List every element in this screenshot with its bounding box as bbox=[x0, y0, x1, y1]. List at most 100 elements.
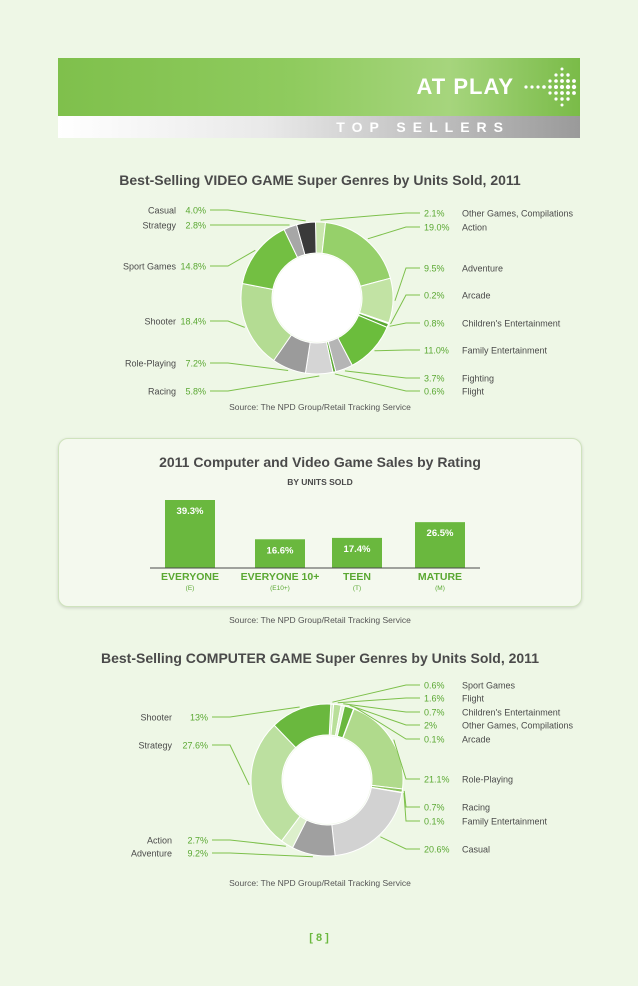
slice-label: Casual bbox=[462, 845, 490, 855]
header-banner: AT PLAY bbox=[58, 58, 580, 116]
slice-label: Other Games, Compilations bbox=[462, 721, 574, 731]
slice-label: Shooter bbox=[140, 713, 172, 723]
leader-line bbox=[210, 320, 245, 328]
slice-label: Strategy bbox=[142, 221, 176, 231]
bar-mature bbox=[415, 522, 465, 568]
pie-slice-casual bbox=[295, 221, 317, 256]
slice-label: Shooter bbox=[144, 317, 176, 327]
slice-value: 0.2% bbox=[424, 291, 445, 301]
slice-label: Racing bbox=[148, 387, 176, 397]
slice-value: 9.5% bbox=[424, 264, 445, 274]
leader-line bbox=[212, 852, 313, 858]
slice-label: Fighting bbox=[462, 374, 494, 384]
slice-value: 2.7% bbox=[187, 836, 208, 846]
leader-line bbox=[344, 370, 420, 379]
slice-value: 0.1% bbox=[424, 817, 445, 827]
slice-value: 18.4% bbox=[180, 317, 206, 327]
slice-label: Arcade bbox=[462, 735, 491, 745]
slice-value: 2.8% bbox=[185, 221, 206, 231]
leader-line bbox=[210, 362, 289, 371]
donut-hole bbox=[273, 254, 361, 342]
slice-label: Family Entertainment bbox=[462, 346, 548, 356]
slice-label: Sport Games bbox=[462, 681, 516, 691]
bar-everyone-10 bbox=[255, 539, 305, 568]
header-title: AT PLAY bbox=[416, 74, 514, 99]
bar-everyone bbox=[165, 500, 215, 568]
category-code: (T) bbox=[353, 585, 361, 592]
leader-line bbox=[403, 792, 420, 822]
bar-value: 17.4% bbox=[344, 544, 371, 555]
slice-value: 0.7% bbox=[424, 803, 445, 813]
pie-slice-strategy bbox=[250, 724, 301, 842]
chart-title: 2011 Computer and Video Game Sales by Ra… bbox=[159, 454, 481, 470]
slice-value: 0.8% bbox=[424, 319, 445, 329]
leader-line bbox=[210, 209, 306, 222]
slice-value: 0.6% bbox=[424, 387, 445, 397]
slice-label: Adventure bbox=[462, 264, 503, 274]
slice-value: 27.6% bbox=[182, 741, 208, 751]
leader-line bbox=[212, 744, 250, 786]
category-code: (M) bbox=[435, 585, 445, 592]
chart-title: Best-Selling VIDEO GAME Super Genres by … bbox=[119, 172, 521, 188]
slice-label: Flight bbox=[462, 387, 485, 397]
slice-value: 5.8% bbox=[185, 387, 206, 397]
leader-line bbox=[343, 703, 420, 713]
leader-line bbox=[334, 373, 420, 392]
slice-label: Strategy bbox=[138, 741, 172, 751]
slice-value: 2% bbox=[424, 721, 437, 731]
subtitle-band: TOP SELLERS bbox=[58, 116, 580, 138]
header-subtitle: TOP SELLERS bbox=[336, 119, 510, 135]
slice-label: Other Games, Compilations bbox=[462, 209, 574, 219]
slice-value: 0.1% bbox=[424, 735, 445, 745]
chart-source: Source: The NPD Group/Retail Tracking Se… bbox=[229, 402, 411, 412]
leader-line bbox=[394, 267, 420, 301]
slice-label: Role-Playing bbox=[125, 359, 176, 369]
leader-line bbox=[337, 697, 420, 704]
bar-value: 39.3% bbox=[177, 506, 204, 517]
bar-teen bbox=[332, 537, 382, 568]
slice-value: 3.7% bbox=[424, 374, 445, 384]
leader-line bbox=[389, 322, 420, 327]
leader-line bbox=[367, 226, 420, 240]
chart-source: Source: The NPD Group/Retail Tracking Se… bbox=[229, 878, 411, 888]
slice-value: 0.7% bbox=[424, 708, 445, 718]
slice-value: 21.1% bbox=[424, 775, 450, 785]
leader-line bbox=[374, 349, 420, 352]
leader-line bbox=[210, 375, 320, 392]
leader-line bbox=[212, 839, 286, 847]
slice-value: 1.6% bbox=[424, 694, 445, 704]
leader-line bbox=[393, 739, 420, 780]
bar-value: 16.6% bbox=[267, 545, 294, 556]
chart-title: Best-Selling COMPUTER GAME Super Genres … bbox=[101, 650, 539, 666]
slice-label: Adventure bbox=[131, 849, 172, 859]
slice-label: Sport Games bbox=[123, 262, 177, 272]
slice-value: 20.6% bbox=[424, 845, 450, 855]
category-code: (E) bbox=[186, 585, 195, 592]
slice-value: 2.1% bbox=[424, 209, 445, 219]
leader-line bbox=[354, 706, 420, 740]
slice-label: Action bbox=[147, 836, 172, 846]
slice-value: 11.0% bbox=[424, 346, 449, 356]
slice-value: 0.6% bbox=[424, 681, 445, 691]
bar-value: 26.5% bbox=[427, 528, 454, 539]
category-label: EVERYONE bbox=[161, 571, 219, 583]
pie-slice-shooter bbox=[273, 703, 332, 749]
leader-line bbox=[332, 684, 420, 703]
category-code: (E10+) bbox=[270, 585, 290, 592]
slice-value: 19.0% bbox=[424, 223, 450, 233]
chart-source: Source: The NPD Group/Retail Tracking Se… bbox=[229, 615, 411, 625]
leader-line bbox=[403, 790, 420, 808]
slice-value: 7.2% bbox=[185, 359, 206, 369]
slice-label: Children's Entertainment bbox=[462, 708, 561, 718]
leader-line bbox=[349, 704, 420, 726]
chart-subtitle: BY UNITS SOLD bbox=[287, 477, 353, 487]
slice-label: Arcade bbox=[462, 291, 491, 301]
slice-label: Family Entertainment bbox=[462, 817, 548, 827]
slice-label: Casual bbox=[148, 206, 176, 216]
slice-label: Children's Entertainment bbox=[462, 319, 561, 329]
category-label: TEEN bbox=[343, 571, 371, 583]
leader-line bbox=[210, 249, 256, 267]
slice-value: 14.8% bbox=[180, 262, 206, 272]
page-number: [ 8 ] bbox=[309, 932, 329, 944]
